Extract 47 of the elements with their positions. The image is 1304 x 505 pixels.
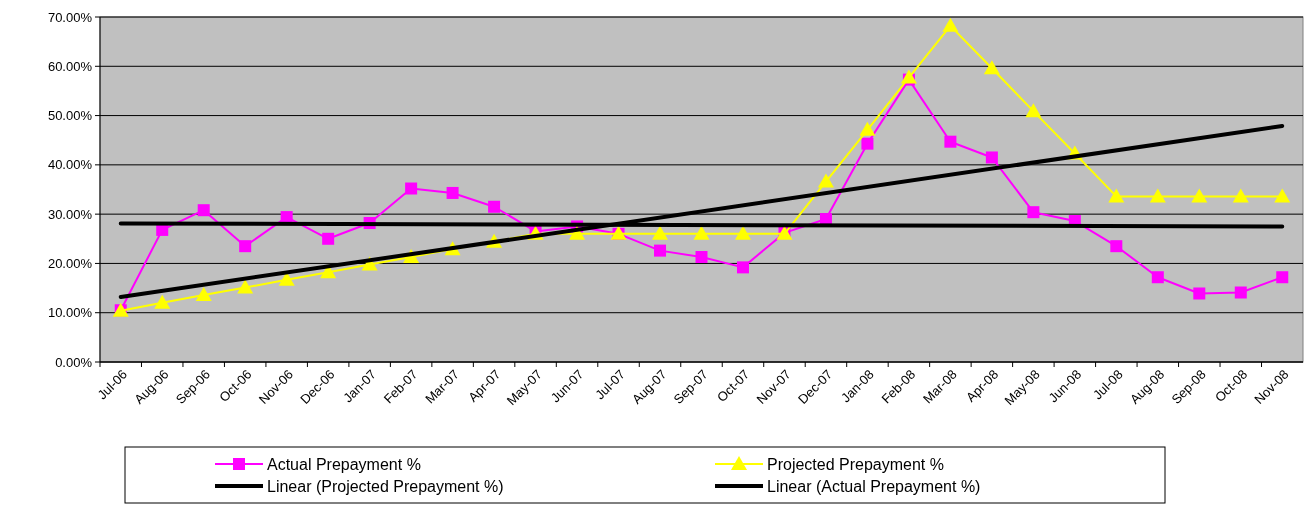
point [154, 294, 171, 309]
point [195, 286, 212, 301]
point [1276, 271, 1289, 284]
point [1193, 287, 1206, 300]
point [239, 240, 252, 253]
y-tick-label: 20.00% [47, 255, 93, 271]
point [695, 251, 708, 264]
point [693, 225, 710, 240]
point [1149, 188, 1166, 203]
legend-label: Linear (Projected Prepayment %) [267, 477, 504, 495]
point [405, 182, 418, 195]
point [1274, 188, 1291, 203]
y-tick-label: 0.00% [55, 354, 93, 370]
y-tick-label: 60.00% [47, 58, 93, 74]
point [654, 244, 667, 257]
y-tick-label: 40.00% [47, 157, 93, 173]
point [944, 135, 957, 148]
legend-label: Projected Prepayment % [767, 455, 944, 473]
point [1025, 103, 1042, 118]
point [322, 232, 335, 245]
point [237, 279, 254, 294]
legend-label: Actual Prepayment % [267, 455, 421, 473]
legend-label: Linear (Actual Prepayment %) [767, 477, 981, 495]
point [942, 17, 959, 32]
point [861, 137, 874, 150]
point [488, 200, 501, 213]
point [985, 151, 998, 164]
point [1234, 286, 1247, 299]
point [817, 173, 834, 188]
point [734, 225, 751, 240]
point [197, 204, 210, 217]
point [1110, 240, 1123, 253]
point [859, 121, 876, 136]
y-tick-label: 70.00% [47, 9, 93, 25]
point [900, 69, 917, 84]
point [1027, 206, 1040, 219]
y-tick-label: 10.00% [47, 305, 93, 321]
point [736, 261, 749, 274]
y-tick-label: 30.00% [47, 206, 93, 222]
point [1108, 188, 1125, 203]
point [1191, 188, 1208, 203]
point [652, 225, 669, 240]
y-tick-label: 50.00% [47, 108, 93, 124]
point [1232, 188, 1249, 203]
point [1151, 271, 1164, 284]
point [446, 186, 459, 199]
point [983, 60, 1000, 75]
